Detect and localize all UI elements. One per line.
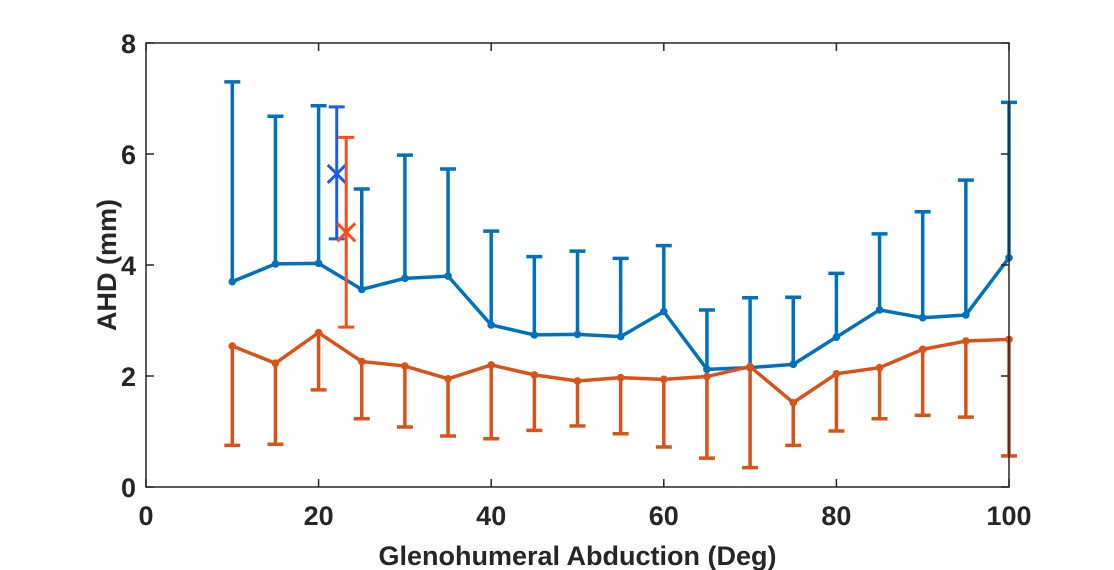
series-blue-point (271, 260, 280, 268)
series-orange-point (401, 362, 409, 370)
series-blue-point (832, 333, 841, 341)
series-blue-point (918, 313, 927, 322)
x-tick-label: 20 (304, 501, 334, 531)
series-blue-point (530, 331, 539, 339)
series-blue-point (487, 321, 496, 329)
series-orange-point (616, 373, 625, 382)
x-tick-label: 40 (476, 501, 506, 531)
y-tick-label: 2 (121, 362, 136, 392)
series-blue-point (357, 285, 366, 294)
series-orange-point (271, 359, 280, 368)
x-tick-label: 100 (986, 501, 1031, 531)
y-tick-label: 4 (121, 251, 136, 281)
series-blue-point (573, 330, 582, 339)
y-axis-title: AHD (mm) (92, 199, 122, 331)
series-blue-point (789, 360, 798, 369)
series-orange-point (746, 362, 754, 371)
axis-ticks: 0 20 40 60 80 100 0 2 4 6 8 (121, 29, 1032, 531)
series-orange-point (573, 377, 582, 385)
series-blue-point (444, 272, 452, 280)
blue-x-marker (326, 105, 347, 241)
series-orange-point (660, 375, 668, 384)
series-blue-point (314, 259, 323, 268)
series-orange-point (228, 342, 237, 350)
x-tick-label: 80 (821, 501, 851, 531)
series-blue-point (962, 311, 970, 319)
series-orange-point (444, 374, 452, 383)
series-blue-point (401, 274, 409, 283)
series-orange-point (357, 357, 366, 366)
series-orange (224, 328, 1017, 470)
series-blue-point (875, 306, 884, 314)
series-blue-point (703, 365, 711, 374)
y-tick-label: 0 (121, 473, 136, 503)
series-orange-point (832, 369, 841, 378)
series-orange-point (918, 345, 927, 354)
series-orange-point (875, 363, 884, 372)
series-orange-point (703, 372, 711, 381)
orange-x-marker-x-stroke (336, 222, 357, 243)
series-blue-point (616, 332, 625, 341)
series-orange-point (487, 361, 496, 369)
orange-x-marker (336, 135, 357, 329)
series-orange-point (789, 398, 798, 407)
plot-marks (224, 80, 1017, 470)
series-orange-point (314, 328, 323, 337)
series-blue-point (660, 307, 668, 316)
x-tick-label: 0 (138, 501, 153, 531)
x-axis-title: Glenohumeral Abduction (Deg) (379, 541, 777, 570)
series-orange-point (530, 371, 539, 379)
y-tick-label: 8 (121, 29, 136, 59)
series-orange-point (962, 337, 970, 345)
x-tick-label: 60 (649, 501, 679, 531)
series-blue (224, 80, 1017, 374)
y-tick-label: 6 (121, 140, 136, 170)
blue-x-marker-x-stroke (326, 163, 347, 185)
series-blue-point (228, 277, 237, 286)
